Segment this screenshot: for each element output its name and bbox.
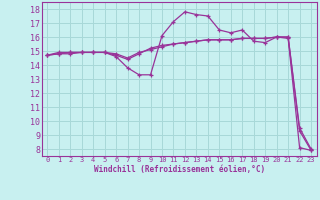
X-axis label: Windchill (Refroidissement éolien,°C): Windchill (Refroidissement éolien,°C) bbox=[94, 165, 265, 174]
